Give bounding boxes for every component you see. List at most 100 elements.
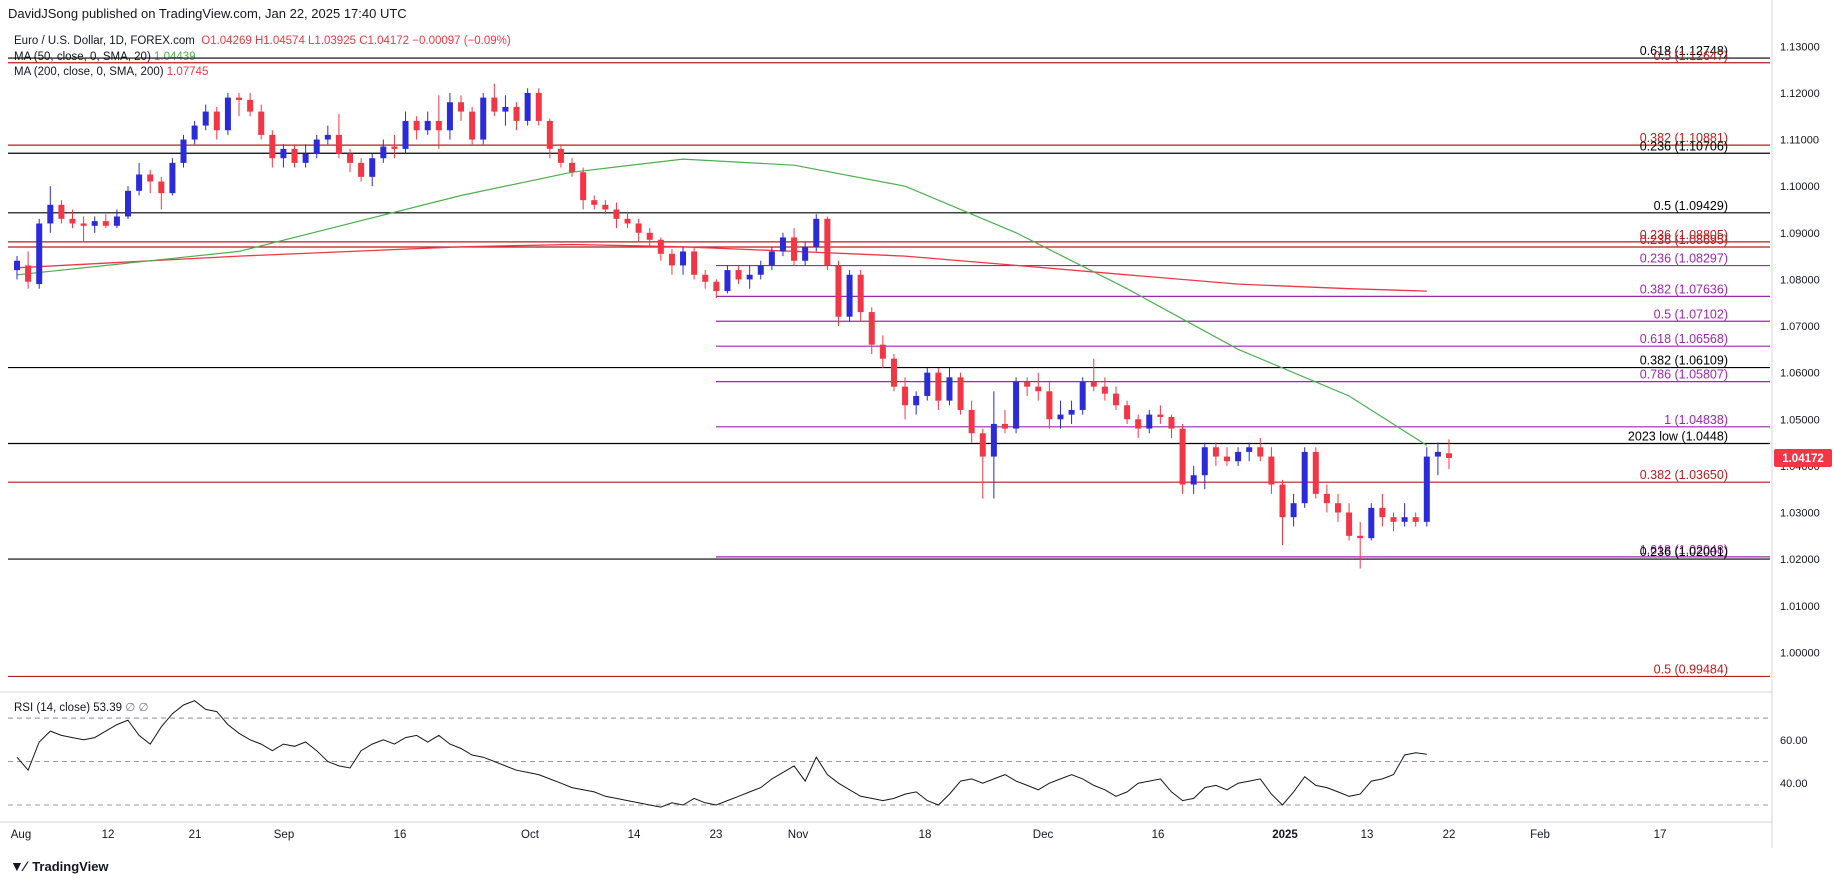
candle-body [469,111,476,140]
candle-body [902,386,909,406]
candle-body [979,433,986,457]
candle-body [446,102,453,131]
rsi-tick-label: 40.00 [1780,778,1808,790]
y-tick-label: 1.07000 [1780,321,1820,333]
x-tick-label: Feb [1530,829,1550,841]
candle-body [25,265,32,282]
candle-body [580,172,587,201]
rsi-extra: ∅ ∅ [125,702,149,714]
candle-body [1279,484,1286,518]
candle-body [1412,517,1419,522]
candle-body [591,200,598,205]
candle-body [36,223,43,285]
candle-body [347,153,354,163]
ma50-label: MA (50, close, 0, SMA, 20) [14,50,151,63]
candle-body [802,246,809,261]
level-label: 0.5 (1.07102) [1654,307,1728,321]
candle-body [1390,517,1397,522]
candle-body [1434,451,1441,457]
candle-body [1101,386,1108,394]
candle-body [724,270,731,292]
candle-body [824,218,831,266]
last-price-tag [1774,448,1832,467]
x-tick-label: Dec [1033,829,1054,841]
x-tick-label: Nov [788,829,809,841]
candle-body [80,223,87,226]
candle-body [1168,416,1175,429]
candle-body [502,106,509,112]
candle-body [702,274,709,282]
candle-body [269,134,276,159]
y-tick-label: 1.00000 [1780,647,1820,659]
candle-body [1046,391,1053,420]
candle-body [102,221,109,226]
candle-body [358,162,365,177]
candle-body [324,134,331,140]
x-tick-label: 18 [919,829,932,841]
x-tick-label: 2025 [1272,829,1298,841]
candle-body [713,281,720,292]
candle-body [879,344,886,359]
x-tick-label: Oct [521,829,540,841]
candle-body [1013,381,1020,429]
candle-body [968,409,975,434]
y-tick-label: 1.02000 [1780,554,1820,566]
level-label: 0.618 (1.06568) [1640,332,1728,346]
candle-body [335,134,342,154]
candle-body [224,97,231,131]
x-tick-label: Sep [274,829,294,841]
candle-body [557,148,564,163]
candle-body [402,120,409,149]
candle-body [946,377,953,401]
candle-body [1079,381,1086,410]
candle-body [746,274,753,280]
candle-body [546,120,553,149]
x-tick-label: 13 [1361,829,1374,841]
candle-body [413,120,420,131]
candle-body [458,102,465,112]
candle-body [868,312,875,345]
candle-body [1157,414,1164,417]
candle-body [1334,503,1341,513]
candle-body [657,239,664,254]
level-label: 0.786 (1.05807) [1640,368,1728,382]
ma200-label: MA (200, close, 0, SMA, 200) [14,66,164,78]
candle-body [169,162,176,194]
level-label: 1 (1.04838) [1664,413,1728,427]
candle-body [1357,535,1364,539]
level-label: 0.236 (1.02001) [1640,545,1728,559]
rsi-legend: RSI (14, close) 53.39 ∅ ∅ [14,700,148,714]
ma200-value: 1.07745 [166,66,209,78]
candle-body [1346,512,1353,536]
last-price-label: 1.04172 [1782,453,1824,465]
candle-body [1190,475,1197,485]
rsi-tick-label: 60.00 [1780,735,1808,747]
candle-body [380,146,387,159]
y-tick-label: 1.11000 [1780,135,1819,147]
candle-body [47,204,54,224]
y-tick-label: 1.01000 [1780,601,1820,613]
candle-body [191,125,198,140]
candle-body [957,377,964,410]
candle-body [480,97,487,140]
candle-body [646,232,653,240]
candle-body [613,209,620,219]
ma50-line [16,158,1428,446]
candle-body [202,111,209,126]
candle-body [624,218,631,224]
brand-label: TradingView [32,858,109,874]
candle-body [846,274,853,317]
candle-body [1001,423,1008,429]
x-tick-label: 22 [1443,829,1456,841]
level-label: 0.382 (1.10881) [1640,131,1728,145]
candle-body [1401,517,1408,522]
candle-body [890,358,897,387]
y-tick-label: 1.05000 [1780,414,1820,426]
x-tick-label: 23 [710,829,723,841]
candle-body [1235,451,1242,462]
level-label: 0.382 (1.07636) [1640,282,1728,296]
candle-body [691,251,698,275]
candle-body [1368,507,1375,539]
candle-body [1223,456,1230,462]
